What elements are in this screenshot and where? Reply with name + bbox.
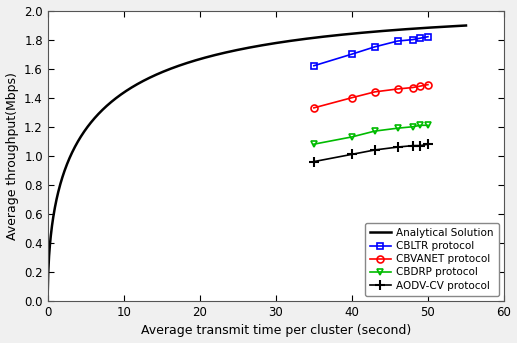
AODV-CV protocol (417, 144, 423, 148)
Line: CBDRP protocol: CBDRP protocol (310, 122, 431, 147)
Legend: Analytical Solution, CBLTR protocol, CBVANET protocol, CBDRP protocol, AODV-CV p: Analytical Solution, CBLTR protocol, CBV… (365, 223, 499, 296)
CBLTR protocol (394, 39, 401, 43)
CBVANET protocol (425, 83, 431, 87)
Analytical Solution (371, 29, 377, 34)
CBDRP protocol (349, 135, 355, 139)
Y-axis label: Average throughput(Mbps): Average throughput(Mbps) (6, 72, 19, 240)
Analytical Solution (229, 49, 235, 53)
CBVANET protocol (311, 106, 317, 110)
Analytical Solution (87, 121, 94, 125)
AODV-CV protocol (425, 142, 431, 146)
CBVANET protocol (372, 90, 378, 94)
AODV-CV protocol (349, 152, 355, 156)
Analytical Solution (378, 29, 385, 33)
CBDRP protocol (417, 123, 423, 127)
AODV-CV protocol (394, 145, 401, 149)
AODV-CV protocol (409, 144, 416, 148)
Line: CBVANET protocol: CBVANET protocol (310, 81, 431, 111)
Analytical Solution (463, 23, 469, 27)
CBDRP protocol (372, 129, 378, 133)
CBDRP protocol (311, 142, 317, 146)
CBLTR protocol (417, 36, 423, 40)
CBVANET protocol (417, 84, 423, 88)
CBLTR protocol (311, 64, 317, 68)
Line: CBLTR protocol: CBLTR protocol (310, 33, 431, 69)
CBLTR protocol (372, 45, 378, 49)
Analytical Solution (44, 287, 51, 292)
CBVANET protocol (349, 96, 355, 100)
CBLTR protocol (349, 52, 355, 56)
AODV-CV protocol (311, 159, 317, 164)
CBLTR protocol (425, 35, 431, 39)
Line: AODV-CV protocol: AODV-CV protocol (309, 139, 433, 166)
CBDRP protocol (394, 126, 401, 130)
AODV-CV protocol (372, 148, 378, 152)
CBLTR protocol (409, 37, 416, 42)
Line: Analytical Solution: Analytical Solution (48, 25, 466, 289)
CBVANET protocol (394, 87, 401, 91)
X-axis label: Average transmit time per cluster (second): Average transmit time per cluster (secon… (141, 324, 411, 338)
CBDRP protocol (425, 123, 431, 127)
Analytical Solution (332, 33, 338, 37)
Analytical Solution (214, 52, 220, 57)
CBVANET protocol (409, 85, 416, 90)
CBDRP protocol (409, 125, 416, 129)
